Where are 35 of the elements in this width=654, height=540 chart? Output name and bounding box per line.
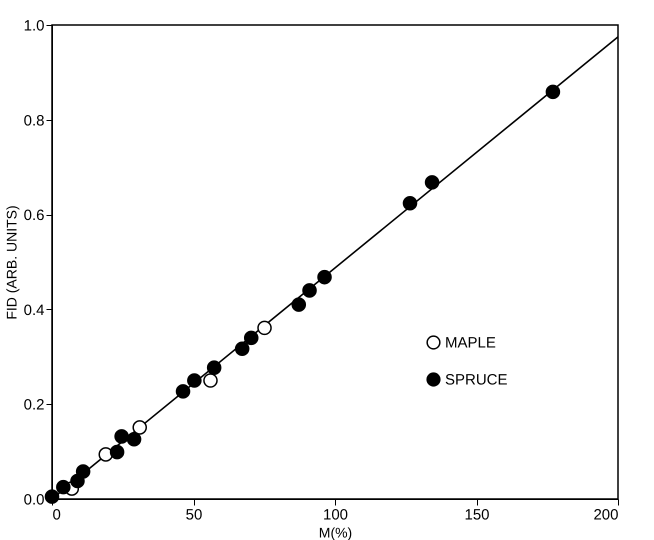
x-tick-label: 200 <box>593 506 618 524</box>
point <box>56 480 71 494</box>
point <box>126 432 142 447</box>
y-tick-label: 0.8 <box>24 112 44 130</box>
y-tick-label: 0.6 <box>24 207 44 224</box>
point <box>424 175 440 190</box>
x-tick-label: 150 <box>464 506 490 524</box>
y-tick-label: 0.4 <box>24 302 44 319</box>
x-tick-label: 0 <box>52 506 61 524</box>
y-tick-label: 0.0 <box>24 492 44 508</box>
x-tick-label: 50 <box>186 506 202 524</box>
point <box>114 429 129 444</box>
point <box>206 360 222 375</box>
x-tick-label: 100 <box>322 506 348 524</box>
legend-label: MAPLE <box>445 334 496 352</box>
point <box>187 373 202 388</box>
point <box>176 384 190 399</box>
point <box>546 84 560 100</box>
point <box>292 297 306 312</box>
point <box>234 341 250 356</box>
point <box>317 270 332 284</box>
point <box>244 330 258 346</box>
point <box>257 320 272 336</box>
y-tick-label: 1.0 <box>24 18 44 34</box>
y-tick-label: 0.2 <box>24 396 44 414</box>
point <box>402 196 418 210</box>
point <box>76 464 90 479</box>
legend-label: SPRUCE <box>445 372 508 388</box>
point <box>203 373 218 388</box>
point <box>132 420 147 435</box>
point <box>302 283 317 298</box>
y-axis-title: FID (ARB. UNITS) <box>4 205 20 320</box>
point <box>98 447 114 462</box>
point <box>110 444 124 460</box>
point <box>44 489 60 504</box>
